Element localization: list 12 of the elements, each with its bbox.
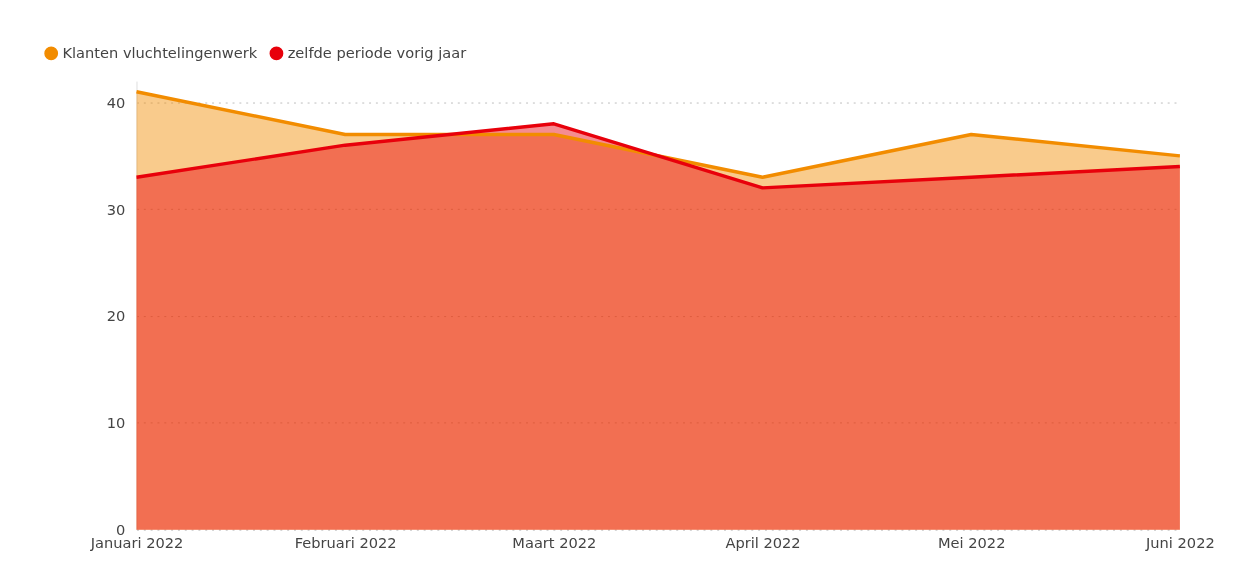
x-tick-label: Februari 2022: [294, 533, 397, 551]
x-tick-label: Maart 2022: [512, 533, 597, 551]
x-tick-label: Juni 2022: [1145, 533, 1215, 551]
legend-label: Klanten vluchtelingenwerk: [62, 44, 258, 62]
y-tick-label: 0: [116, 521, 126, 539]
x-tick-label: Mei 2022: [937, 533, 1006, 551]
y-tick-label: 10: [106, 414, 126, 432]
y-tick-label: 40: [106, 93, 126, 111]
legend-label: zelfde periode vorig jaar: [287, 44, 467, 62]
x-tick-label: April 2022: [725, 533, 801, 551]
y-tick-label: 30: [106, 200, 126, 218]
y-tick-label: 20: [106, 307, 126, 325]
